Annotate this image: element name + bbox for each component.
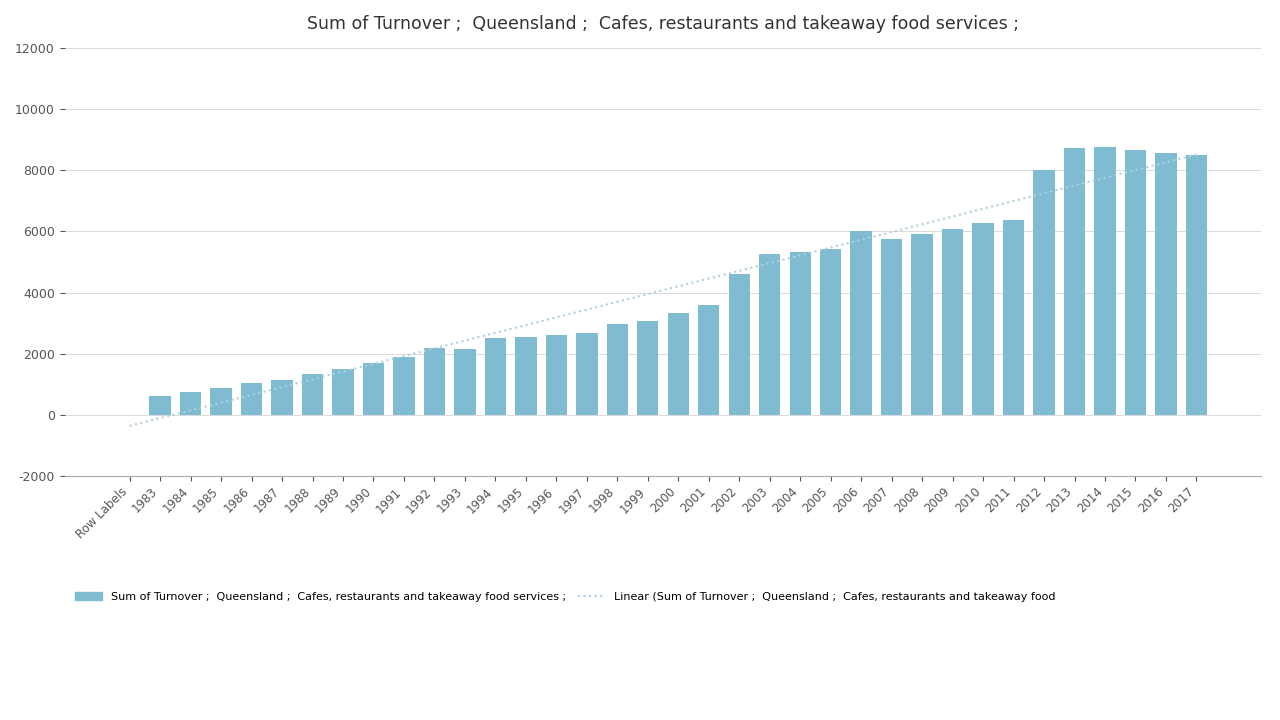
Bar xyxy=(759,254,781,415)
Bar xyxy=(973,223,993,415)
Legend: Sum of Turnover ;  Queensland ;  Cafes, restaurants and takeaway food services ;: Sum of Turnover ; Queensland ; Cafes, re… xyxy=(70,588,1060,607)
Bar xyxy=(1002,220,1024,415)
Bar xyxy=(302,374,324,415)
Bar xyxy=(271,380,293,415)
Title: Sum of Turnover ;  Queensland ;  Cafes, restaurants and takeaway food services ;: Sum of Turnover ; Queensland ; Cafes, re… xyxy=(307,15,1019,33)
Bar xyxy=(333,369,353,415)
Bar xyxy=(1033,170,1055,415)
Bar xyxy=(790,252,810,415)
Bar xyxy=(393,356,415,415)
Bar xyxy=(1064,148,1085,415)
Bar xyxy=(362,363,384,415)
Bar xyxy=(210,387,232,415)
Bar xyxy=(516,337,536,415)
Bar xyxy=(637,322,658,415)
Bar xyxy=(241,384,262,415)
Bar xyxy=(1094,147,1116,415)
Bar xyxy=(545,336,567,415)
Bar xyxy=(485,338,506,415)
Bar xyxy=(668,313,689,415)
Bar xyxy=(1185,156,1207,415)
Bar xyxy=(1156,153,1176,415)
Bar xyxy=(424,348,445,415)
Bar xyxy=(911,234,933,415)
Bar xyxy=(1125,150,1146,415)
Bar xyxy=(607,324,628,415)
Bar xyxy=(881,239,902,415)
Bar xyxy=(150,395,170,415)
Bar xyxy=(180,392,201,415)
Bar xyxy=(850,231,872,415)
Bar xyxy=(820,249,841,415)
Bar xyxy=(698,305,719,415)
Bar xyxy=(942,229,964,415)
Bar xyxy=(576,333,598,415)
Bar xyxy=(728,274,750,415)
Bar xyxy=(454,349,476,415)
